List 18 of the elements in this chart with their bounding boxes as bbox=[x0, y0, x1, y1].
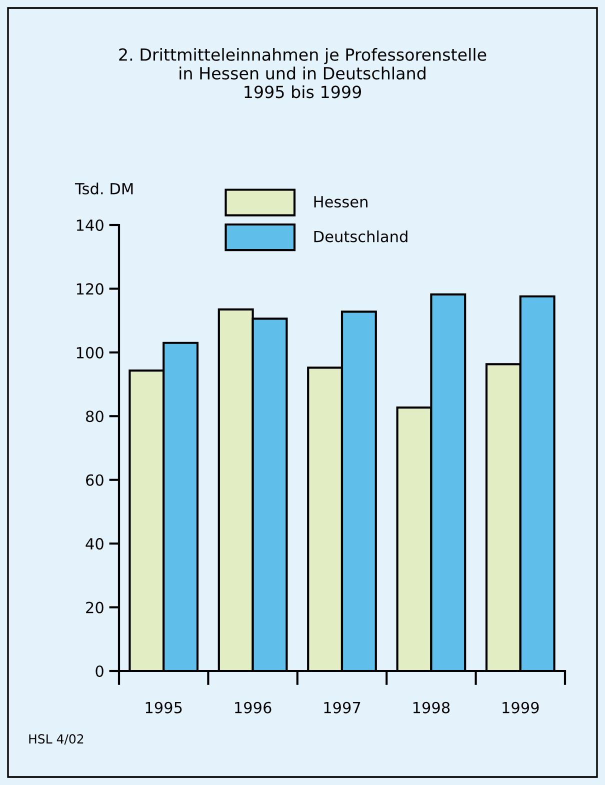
chart-title: 2. Drittmitteleinnahmen je Professorenstelle in Hessen und in Deutschland 1995 bis 1999 bbox=[119, 48, 486, 98]
y-tick-label: 140 bbox=[76, 219, 104, 232]
x-tick-label: 1996 bbox=[235, 702, 272, 714]
y-tick-label: 120 bbox=[76, 283, 104, 295]
y-tick-label: 100 bbox=[76, 346, 104, 358]
y-tick-label: 0 bbox=[96, 665, 104, 678]
y-tick-label: 80 bbox=[86, 410, 104, 422]
legend-label: Hessen bbox=[314, 196, 368, 208]
x-tick-label: 1999 bbox=[502, 702, 539, 714]
x-tick-label: 1995 bbox=[146, 702, 182, 714]
x-tick-label: 1997 bbox=[324, 702, 360, 714]
y-tick-label: 20 bbox=[86, 602, 104, 614]
x-tick-label: 1998 bbox=[413, 702, 450, 714]
text: HSL 4/02 bbox=[29, 734, 84, 745]
y-tick-label: 60 bbox=[86, 474, 104, 486]
y-axis-title: Tsd. DM bbox=[74, 182, 133, 194]
legend-label: Deutschland bbox=[314, 230, 408, 242]
y-tick-label: 40 bbox=[86, 538, 104, 550]
